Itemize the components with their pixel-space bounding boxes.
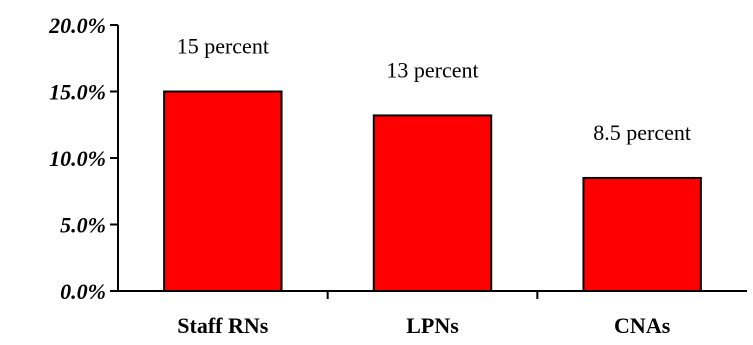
bar (582, 176, 702, 292)
bar (163, 90, 283, 292)
x-category-label: Staff RNs (177, 313, 268, 338)
x-category-label: LPNs (406, 313, 459, 338)
y-tick-label: 20.0% (48, 13, 106, 38)
data-label: 8.5 percent (593, 120, 691, 145)
ticks-group (110, 24, 539, 299)
y-tick-label: 0.0% (60, 279, 106, 304)
y-tick-label: 5.0% (60, 213, 106, 238)
x-category-label: CNAs (614, 313, 671, 338)
y-tick-label: 10.0% (49, 146, 106, 171)
data-label: 15 percent (177, 34, 269, 59)
y-tick-label: 15.0% (49, 80, 106, 105)
labels-group: 0.0% 5.0% 10.0% 15.0% 20.0% 15 percent Staff R… (48, 13, 691, 338)
bar (372, 114, 493, 292)
bars-group (163, 90, 702, 292)
data-label: 13 percent (386, 57, 478, 82)
